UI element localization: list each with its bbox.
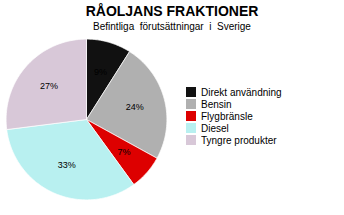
html-text:Tyngre produkter: Tyngre produkter <box>201 134 277 146</box>
html-text:Direkt användning: Direkt användning <box>201 86 282 98</box>
svg-text:33%: 33% <box>58 160 76 170</box>
html-text:RÅOLJANS FRAKTIONER: RÅOLJANS FRAKTIONER <box>85 3 259 19</box>
html-text:Flygbränsle: Flygbränsle <box>201 110 253 122</box>
svg-text:9%: 9% <box>94 67 107 77</box>
svg-text:24%: 24% <box>126 102 144 112</box>
html-text:Befintliga förutsättningar i S: Befintliga förutsättningar i Sverige <box>93 21 251 32</box>
html-text:Diesel: Diesel <box>201 122 229 134</box>
svg-text:27%: 27% <box>40 81 58 91</box>
svg-text:7%: 7% <box>117 147 130 157</box>
html-text:Bensin: Bensin <box>201 98 232 110</box>
